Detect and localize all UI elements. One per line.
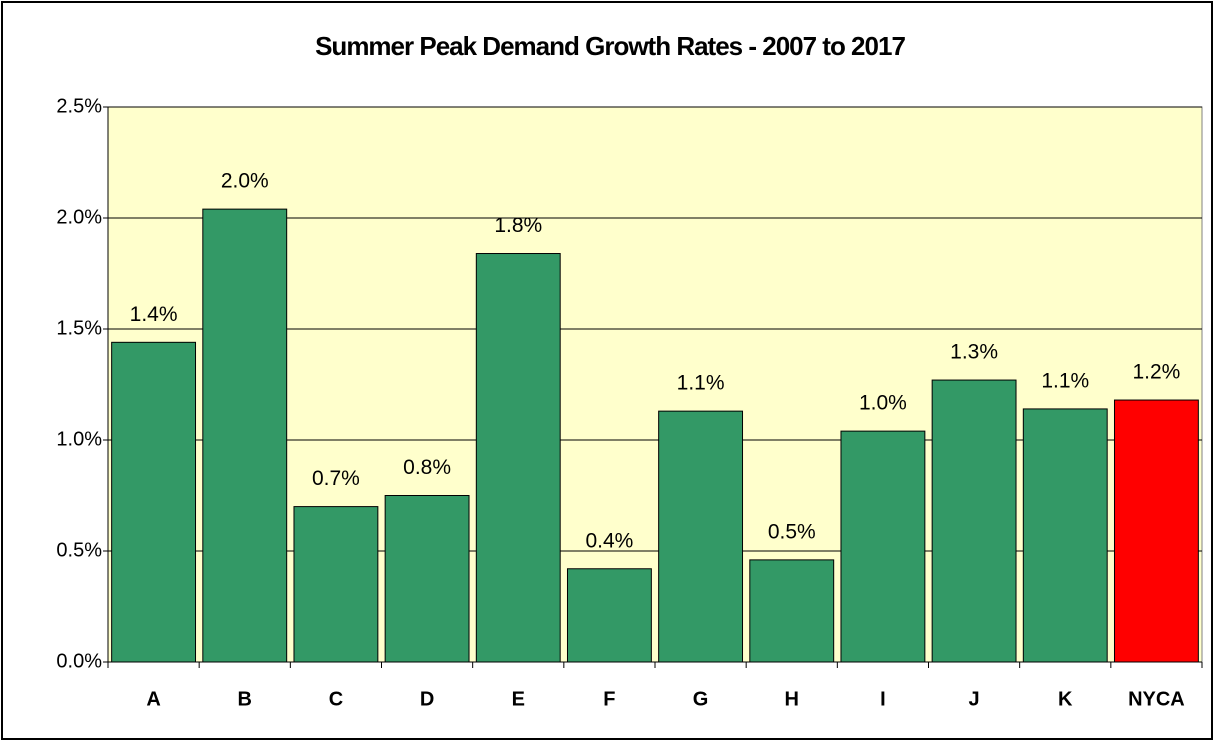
value-label: 1.4%: [130, 303, 178, 326]
bar: [384, 495, 470, 663]
x-tick-label: E: [512, 688, 525, 710]
value-label: 1.3%: [950, 341, 998, 364]
bar: [566, 568, 652, 663]
plot-area: [107, 106, 1203, 663]
y-tick-label: 0.5%: [56, 539, 102, 561]
value-label: 0.7%: [312, 467, 360, 490]
value-label: 1.2%: [1132, 361, 1180, 384]
x-tick-label: G: [693, 688, 709, 710]
y-tick-label: 1.5%: [56, 317, 102, 339]
value-label: 1.1%: [677, 372, 725, 395]
value-label: 1.1%: [1041, 369, 1089, 392]
value-label: 1.8%: [494, 214, 542, 237]
bar: [475, 253, 561, 663]
bar: [202, 208, 288, 663]
bar: [293, 506, 379, 663]
value-label: 0.8%: [403, 456, 451, 479]
bar: [1113, 399, 1199, 663]
y-tick-label: 2.0%: [56, 206, 102, 228]
x-tick-label: I: [880, 688, 886, 710]
x-tick-label: B: [238, 688, 252, 710]
x-tick-label: NYCA: [1128, 688, 1185, 710]
y-tick-label: 1.0%: [56, 428, 102, 450]
value-label: 2.0%: [221, 170, 269, 193]
x-tick-label: C: [329, 688, 343, 710]
value-label: 0.4%: [585, 529, 633, 552]
bar: [1022, 408, 1108, 663]
x-tick-label: H: [785, 688, 799, 710]
bar: [749, 559, 835, 663]
value-label: 0.5%: [768, 520, 816, 543]
x-tick-label: D: [420, 688, 434, 710]
x-tick-label: F: [603, 688, 615, 710]
bar: [840, 430, 926, 663]
y-tick-label: 0.0%: [56, 650, 102, 672]
bar: [111, 341, 197, 663]
x-tick-label: A: [146, 688, 160, 710]
x-tick-label: J: [969, 688, 980, 710]
value-label: 1.0%: [859, 392, 907, 415]
chart-title: Summer Peak Demand Growth Rates - 2007 t…: [315, 31, 905, 61]
bar: [658, 410, 744, 663]
y-tick-label: 2.5%: [56, 95, 102, 117]
x-tick-label: K: [1058, 688, 1073, 710]
bar: [931, 379, 1017, 663]
